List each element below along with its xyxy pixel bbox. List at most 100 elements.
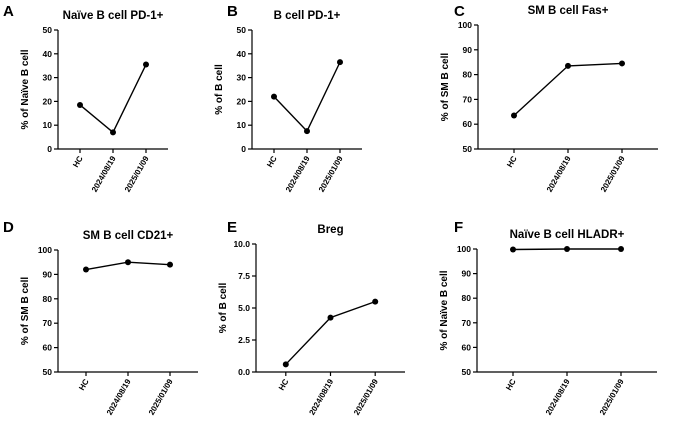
panel-letter: D <box>3 219 14 236</box>
x-tick-label: 2025/01/09 <box>317 154 345 194</box>
y-tick-label: 0.0 <box>238 367 250 377</box>
y-tick-label: 50 <box>43 367 53 377</box>
y-tick-label: 100 <box>457 244 471 254</box>
y-tick-label: 50 <box>462 367 472 377</box>
chart-panel-a: A Naïve B cell PD-1+ % of Naïve B cell 0 10 2… <box>3 3 168 194</box>
y-tick-label: 10 <box>43 120 53 130</box>
chart-panel-d: D SM B cell CD21+ % of SM B cell 50 60 70 80 90… <box>3 219 198 417</box>
y-tick-label: 60 <box>43 343 53 353</box>
x-tick-label: 2025/01/09 <box>123 154 151 194</box>
y-tick-label: 70 <box>43 318 53 328</box>
y-tick-label: 50 <box>463 144 473 154</box>
y-tick-label: 2.5 <box>238 335 250 345</box>
y-tick-label: 50 <box>237 25 247 35</box>
y-axis-label: % of Naïve B cell <box>20 49 31 129</box>
y-tick-label: 80 <box>463 70 473 80</box>
panel-letter: F <box>454 219 463 236</box>
y-tick-label: 20 <box>43 96 53 106</box>
x-tick-label: HC <box>265 154 279 169</box>
y-tick-label: 50 <box>43 25 53 35</box>
data-point <box>110 129 116 136</box>
data-point <box>337 59 343 66</box>
y-tick-label: 90 <box>463 45 473 55</box>
x-tick-label: HC <box>505 154 519 169</box>
x-tick-label: 2025/01/09 <box>598 377 626 417</box>
series-line <box>285 300 376 365</box>
series-line <box>273 61 341 133</box>
chart-panel-f: F Naïve B cell HLADR+ % of Naïve B cell 50 6… <box>439 219 657 417</box>
y-tick-label: 40 <box>237 49 247 59</box>
data-point <box>271 93 277 100</box>
data-point <box>564 246 570 252</box>
x-tick-label: 2025/01/09 <box>599 154 627 194</box>
panel-letter: B <box>227 3 238 20</box>
data-point <box>372 298 379 305</box>
data-point <box>511 112 517 119</box>
x-tick-label: HC <box>77 377 91 392</box>
y-tick-label: 60 <box>463 119 473 129</box>
data-point <box>327 314 334 321</box>
y-tick-label: 20 <box>237 96 247 106</box>
data-point <box>77 101 83 108</box>
data-point <box>565 62 571 69</box>
data-point <box>510 246 516 253</box>
y-tick-label: 5.0 <box>238 303 250 313</box>
x-tick-label: 2024/08/19 <box>90 154 118 194</box>
y-tick-label: 70 <box>462 318 472 328</box>
y-tick-label: 30 <box>237 73 247 83</box>
y-axis-label: % of B cell <box>218 283 229 334</box>
y-tick-label: 80 <box>43 294 53 304</box>
data-point <box>618 246 624 252</box>
y-axis-label: % of Naïve B cell <box>439 270 450 350</box>
x-tick-label: 2024/08/19 <box>105 377 133 417</box>
y-axis-label: % of SM B cell <box>20 277 31 346</box>
y-tick-label: 100 <box>38 245 52 255</box>
chart-title: Breg <box>317 224 343 236</box>
data-point <box>619 60 625 67</box>
y-tick-label: 40 <box>43 49 53 59</box>
x-tick-label: 2024/08/19 <box>545 154 573 194</box>
y-tick-label: 90 <box>43 269 53 279</box>
chart-title: Naïve B cell PD-1+ <box>63 10 164 22</box>
x-tick-label: HC <box>277 377 291 392</box>
y-tick-label: 70 <box>463 94 473 104</box>
chart-title: B cell PD-1+ <box>274 10 341 22</box>
panel-letter: C <box>454 3 465 20</box>
y-tick-label: 80 <box>462 293 472 303</box>
y-tick-label: 10.0 <box>233 239 250 249</box>
data-point <box>167 261 173 268</box>
x-tick-label: 2025/01/09 <box>147 377 175 417</box>
chart-title: SM B cell CD21+ <box>83 230 174 242</box>
panel-letter: E <box>227 219 237 236</box>
y-tick-label: 90 <box>462 269 472 279</box>
x-tick-label: 2025/01/09 <box>352 377 380 417</box>
chart-title: SM B cell Fas+ <box>528 5 609 17</box>
data-point <box>143 61 149 68</box>
x-tick-label: 2024/08/19 <box>284 154 312 194</box>
panel-letter: A <box>3 3 14 20</box>
data-point <box>83 266 89 273</box>
data-point <box>304 128 310 135</box>
x-tick-label: HC <box>71 154 85 169</box>
y-tick-label: 0 <box>47 144 52 154</box>
x-tick-label: HC <box>504 377 518 392</box>
y-axis-label: % of SM B cell <box>440 53 451 122</box>
y-tick-label: 100 <box>458 20 472 30</box>
chart-panel-c: C SM B cell Fas+ % of SM B cell 50 60 70 80 90 1… <box>440 3 658 194</box>
chart-panel-e: E Breg % of B cell 0.0 2.5 5.0 7.5 10.0 HC 2024/0… <box>218 219 405 417</box>
series-line <box>79 64 147 134</box>
data-point <box>125 259 131 266</box>
y-axis-label: % of B cell <box>214 64 225 115</box>
series-line <box>513 62 623 117</box>
y-tick-label: 60 <box>462 342 472 352</box>
y-tick-label: 10 <box>237 120 247 130</box>
y-tick-label: 7.5 <box>238 271 250 281</box>
y-tick-label: 30 <box>43 73 53 83</box>
y-tick-label: 0 <box>241 144 246 154</box>
x-tick-label: 2024/08/19 <box>307 377 335 417</box>
data-point <box>282 361 289 368</box>
chart-title: Naïve B cell HLADR+ <box>510 229 625 241</box>
chart-panel-b: B B cell PD-1+ % of B cell 0 10 20 30 40 50 HC 202… <box>214 3 362 194</box>
x-tick-label: 2024/08/19 <box>544 377 572 417</box>
